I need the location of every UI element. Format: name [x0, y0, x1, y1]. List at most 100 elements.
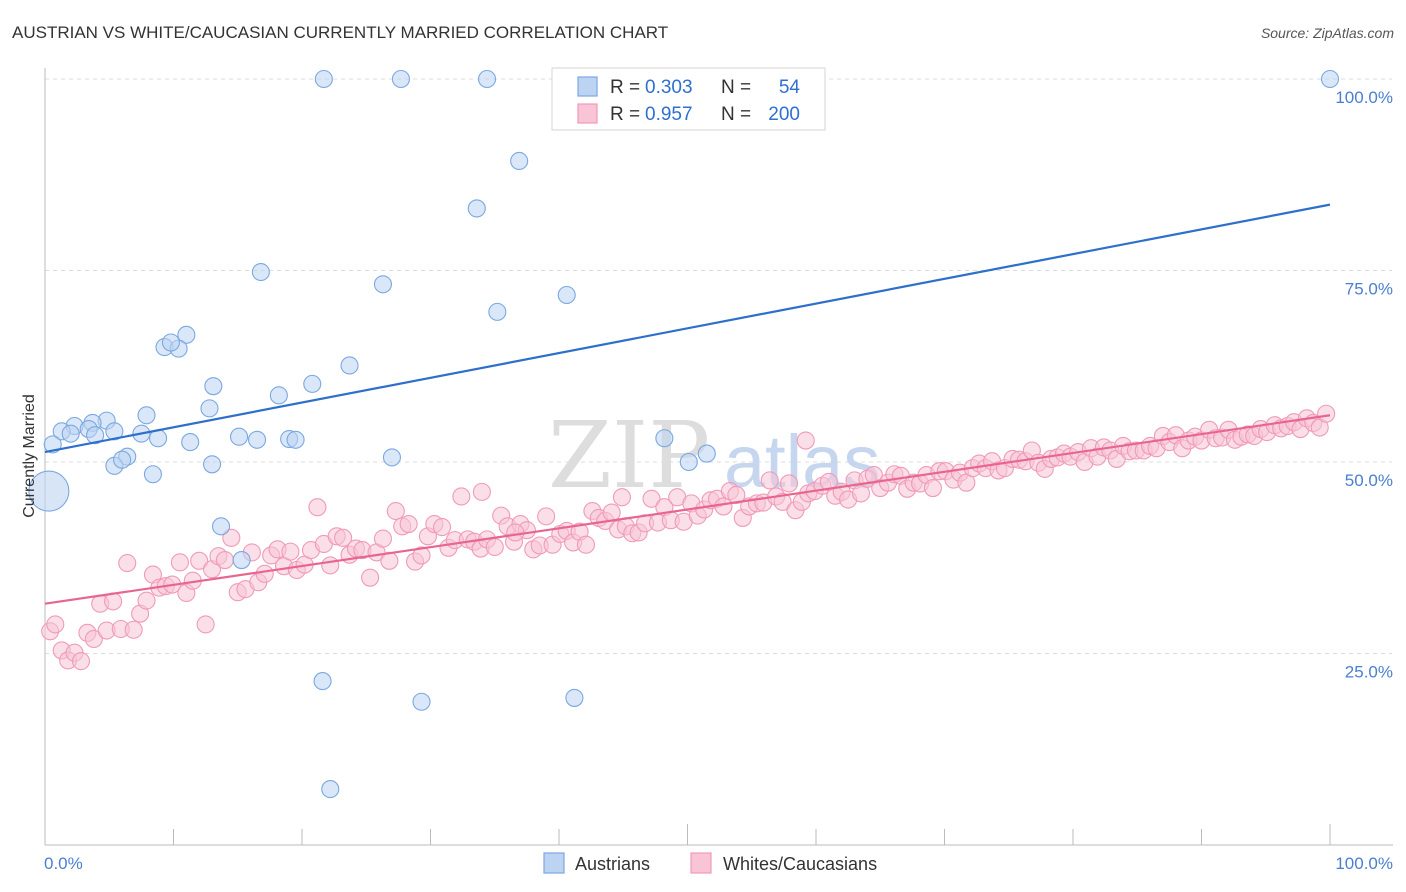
point-0-2	[477, 69, 497, 89]
point-0-28	[86, 426, 105, 445]
point-1-199	[612, 488, 632, 507]
point-0-30	[229, 427, 249, 446]
point-1-198	[472, 482, 491, 501]
point-0-50	[321, 780, 340, 799]
point-0-40	[113, 450, 132, 469]
point-1-23	[190, 551, 209, 570]
bottom-legend: Austrians Whites/Caucasians	[543, 852, 877, 874]
point-1-92	[642, 489, 661, 508]
point-0-26	[105, 422, 124, 441]
point-1-68	[485, 537, 504, 557]
point-1-33	[255, 564, 274, 583]
point-0-5	[467, 199, 486, 218]
legend-swatch-austrians	[577, 76, 598, 97]
point-0-37	[697, 444, 716, 463]
point-1-55	[399, 514, 418, 534]
point-1-20	[170, 553, 189, 572]
point-0-33	[286, 430, 305, 449]
legend-r-label-whites: R =	[610, 104, 640, 125]
chart-title: AUSTRIAN VS WHITE/CAUCASIAN CURRENTLY MA…	[12, 23, 668, 42]
point-large-0	[28, 470, 70, 512]
point-0-19	[137, 406, 156, 425]
point-0-3	[1320, 69, 1340, 89]
point-0-0	[314, 69, 333, 89]
legend-box: R = 0.303 N = 54 R = 0.957 N = 200	[551, 67, 826, 131]
point-0-29	[181, 433, 200, 452]
legend-n-value-whites: 200	[768, 104, 800, 125]
point-0-10	[177, 325, 196, 344]
bottom-legend-swatch-whites	[690, 852, 712, 874]
point-1-195	[1317, 404, 1336, 423]
point-0-45	[211, 517, 231, 536]
x-tick-label-left: 0.0%	[44, 854, 83, 873]
point-0-17	[269, 386, 288, 405]
legend-r-value-austrians: 0.303	[645, 77, 693, 98]
point-0-14	[340, 356, 359, 375]
trend-lines	[44, 203, 1331, 605]
point-0-36	[655, 429, 674, 448]
point-1-45	[334, 528, 353, 547]
point-1-63	[452, 487, 471, 506]
y-tick-label-2: 75.0%	[1345, 280, 1393, 299]
point-0-7	[373, 275, 393, 294]
point-0-1	[391, 69, 410, 89]
legend-swatch-whites	[577, 103, 598, 124]
point-1-110	[760, 471, 779, 490]
point-1-86	[602, 503, 621, 522]
point-1-60	[433, 518, 452, 537]
point-0-18	[200, 399, 219, 418]
legend-r-value-whites: 0.957	[645, 104, 693, 125]
point-1-1	[46, 615, 65, 634]
point-1-197	[506, 523, 525, 542]
point-0-9	[488, 302, 507, 321]
point-1-15	[137, 591, 156, 610]
y-tick-labels: 25.0% 50.0% 75.0% 100.0%	[1335, 88, 1393, 682]
legend-n-value-austrians: 54	[779, 77, 801, 98]
y-tick-label-1: 50.0%	[1345, 471, 1393, 490]
point-1-196	[796, 431, 815, 450]
point-1-12	[118, 554, 137, 573]
point-1-24	[196, 615, 215, 634]
legend-r-label-austrians: R =	[610, 77, 640, 98]
bottom-legend-swatch-austrians	[543, 852, 565, 874]
point-1-13	[124, 620, 143, 639]
point-1-37	[281, 542, 300, 561]
point-1-5	[71, 652, 91, 671]
point-1-7	[84, 629, 103, 648]
bottom-legend-label-austrians: Austrians	[575, 854, 650, 874]
point-0-4	[510, 151, 529, 171]
legend-n-label-whites: N =	[721, 104, 751, 125]
point-0-41	[203, 455, 222, 474]
point-1-53	[386, 501, 405, 521]
point-0-25	[61, 424, 80, 443]
series-0-points	[28, 69, 1340, 799]
point-1-43	[321, 556, 340, 575]
point-0-15	[303, 374, 322, 393]
point-0-46	[232, 550, 251, 570]
point-1-28	[222, 528, 241, 547]
point-0-8	[557, 285, 576, 305]
x-tick-label-right: 100.0%	[1335, 854, 1393, 873]
point-1-49	[361, 568, 380, 587]
point-0-48	[412, 692, 431, 711]
axes	[44, 68, 1393, 846]
point-0-16	[204, 377, 223, 396]
point-0-42	[679, 452, 698, 472]
point-1-57	[412, 546, 431, 565]
point-1-112	[773, 492, 792, 511]
y-axis-label: Currently Married	[21, 394, 38, 518]
trend-line-1	[44, 414, 1331, 605]
y-tick-label-3: 100.0%	[1335, 88, 1393, 107]
gridlines	[45, 78, 1392, 654]
point-0-31	[247, 430, 267, 449]
bottom-legend-label-whites: Whites/Caucasians	[723, 854, 877, 874]
trend-line-0	[44, 203, 1331, 454]
point-1-82	[576, 535, 596, 554]
point-0-6	[251, 262, 270, 282]
point-0-47	[313, 672, 332, 691]
y-tick-label-0: 25.0%	[1345, 663, 1393, 682]
point-1-113	[779, 474, 799, 493]
point-0-49	[565, 688, 584, 707]
point-1-51	[373, 529, 393, 548]
